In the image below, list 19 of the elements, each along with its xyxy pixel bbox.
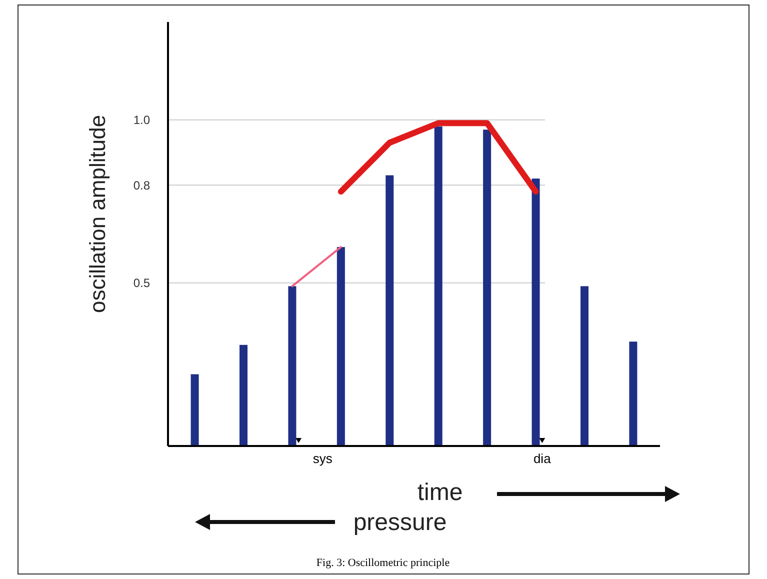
text: dia: [533, 451, 552, 466]
bar: [532, 178, 540, 446]
y-tick-label: 0.8: [133, 178, 150, 192]
bar: [190, 374, 199, 446]
y-tick-label: 0.5: [133, 276, 150, 290]
caption: Fig. 3: Oscillometric principle: [316, 557, 450, 569]
bar: [434, 126, 442, 446]
bar: [483, 130, 492, 446]
text: pressure: [353, 509, 447, 536]
bar: [336, 247, 345, 446]
bar: [288, 286, 296, 446]
y-axis-title: oscillation amplitude: [85, 114, 110, 314]
text: sys: [312, 451, 333, 466]
text: time: [417, 479, 463, 506]
y-tick-label: 1.0: [133, 113, 150, 128]
bar: [240, 344, 248, 446]
bar: [580, 286, 588, 446]
bar: [629, 342, 638, 446]
bar: [386, 175, 394, 446]
